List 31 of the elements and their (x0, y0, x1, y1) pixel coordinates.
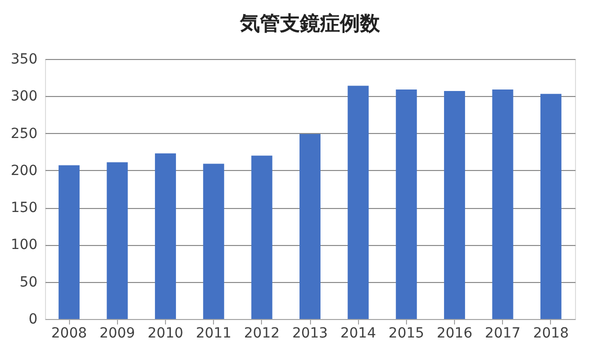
x-tick-label: 2015 (388, 326, 424, 342)
x-tick-label: 2014 (340, 326, 376, 342)
y-tick-label: 200 (10, 162, 38, 179)
bar (492, 89, 514, 319)
y-tick-label: 350 (10, 52, 38, 68)
y-tick-label: 50 (20, 274, 38, 290)
bar (300, 134, 320, 319)
x-tick-label: 2017 (484, 326, 521, 342)
bar (348, 86, 369, 319)
bar (444, 90, 466, 319)
bar (106, 162, 128, 319)
bar (396, 89, 417, 319)
x-tick-label: 2008 (51, 326, 87, 342)
chart-title: 気管支鏡症例数 (239, 11, 381, 35)
y-tick-label: 150 (10, 200, 38, 216)
y-tick-label: 0 (28, 312, 38, 328)
bar (251, 156, 272, 319)
bar (154, 153, 176, 319)
bar (540, 94, 562, 319)
x-tick-label: 2010 (148, 326, 184, 342)
x-tick-label: 2016 (436, 326, 472, 342)
x-tick-label: 2018 (533, 326, 569, 342)
bar (58, 165, 80, 319)
x-tick-label: 2013 (292, 326, 328, 342)
y-tick-label: 250 (10, 126, 38, 142)
y-tick-label: 100 (10, 237, 38, 254)
x-tick-label: 2012 (244, 326, 280, 342)
bar (203, 164, 224, 319)
x-tick-label: 2011 (196, 326, 232, 342)
y-tick-label: 300 (10, 88, 38, 105)
x-tick-label: 2009 (99, 326, 136, 342)
